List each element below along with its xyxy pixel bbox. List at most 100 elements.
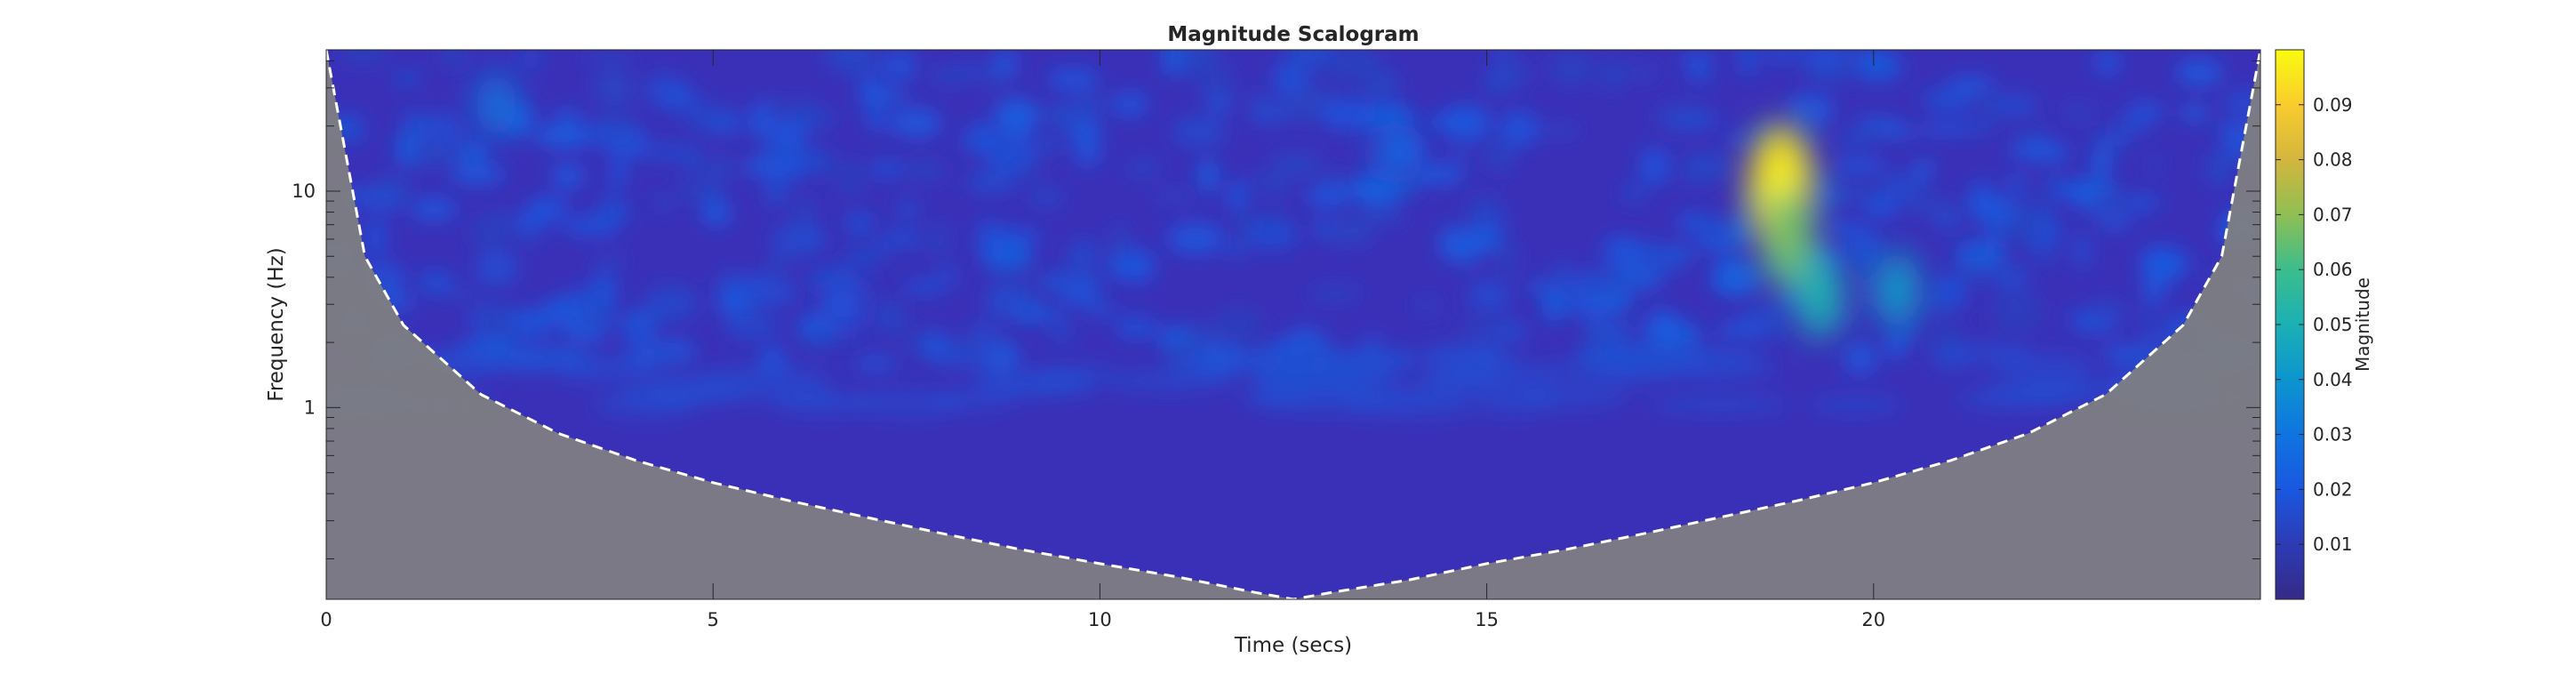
colorbar-tick-label: 0.06 — [2313, 259, 2353, 280]
heatmap-cell — [410, 141, 461, 168]
heatmap-features — [476, 73, 1920, 339]
heatmap-cell — [1467, 278, 1511, 314]
heatmap-cell — [1930, 275, 1969, 309]
heatmap-cell — [1931, 322, 1962, 354]
heatmap-cell — [1499, 109, 1540, 148]
heatmap-cell — [1857, 50, 1897, 76]
heatmap-cell — [1038, 274, 1063, 288]
heatmap-cell — [1198, 80, 1236, 104]
heatmap-cell — [716, 287, 754, 317]
heatmap-cell — [2133, 310, 2160, 322]
colorbar-tick-label: 0.04 — [2313, 369, 2353, 390]
heatmap-cell — [1968, 179, 1995, 217]
heatmap-cell — [1124, 160, 1161, 176]
x-tick-label: 20 — [1861, 609, 1885, 630]
heatmap-cell — [1860, 259, 1878, 287]
heatmap-cell — [459, 140, 489, 166]
heatmap-cell — [1028, 188, 1065, 207]
heatmap-cell — [1933, 213, 1963, 231]
heatmap-cell — [1272, 348, 1404, 378]
heatmap-cell — [1638, 147, 1671, 186]
heatmap-cell — [1161, 50, 1181, 76]
heatmap-cell — [595, 253, 627, 268]
heatmap-cell — [563, 216, 620, 237]
heatmap-cell — [773, 119, 808, 155]
heatmap-cell — [364, 219, 388, 256]
heatmap-cell — [850, 389, 967, 418]
heatmap-cell — [861, 86, 908, 104]
colorbar-label: Magnitude — [2352, 277, 2373, 372]
heatmap-cell — [475, 248, 519, 287]
colorbar-tick-label: 0.09 — [2313, 94, 2353, 116]
heatmap-cell — [1167, 221, 1224, 256]
heatmap-cell — [1489, 327, 1531, 341]
heatmap-cell — [2071, 232, 2092, 269]
heatmap-cell — [1466, 195, 1502, 221]
heatmap-cell — [1012, 163, 1044, 179]
heatmap-cell — [407, 115, 427, 135]
colorbar-tick-label: 0.03 — [2313, 424, 2353, 445]
heatmap-cell — [1067, 278, 1091, 306]
heatmap-cell — [1989, 92, 2038, 117]
heatmap-cell — [2204, 148, 2233, 188]
heatmap-cell — [1877, 171, 1928, 204]
heatmap-cell — [1118, 247, 1156, 285]
chart-title: Magnitude Scalogram — [1167, 23, 1419, 46]
heatmap-cell — [794, 197, 818, 227]
heatmap-cell — [1844, 230, 1884, 269]
heatmap-cell — [489, 209, 511, 229]
heatmap-cell — [1804, 64, 1853, 86]
heatmap-cell — [965, 168, 1018, 196]
heatmap-cell — [1649, 393, 1790, 415]
x-tick-label: 10 — [1088, 609, 1112, 630]
y-tick-label: 1 — [304, 397, 316, 418]
heatmap-cell — [439, 50, 468, 69]
heatmap-cell — [1585, 324, 1637, 335]
heatmap-cell — [822, 50, 879, 73]
heatmap-cell — [1921, 123, 1963, 135]
heatmap-cell — [2180, 103, 2209, 123]
heatmap-cell — [2090, 148, 2115, 175]
heatmap-cell — [1612, 66, 1660, 78]
heatmap-cell — [2140, 327, 2162, 343]
heatmap-cell — [1109, 224, 1130, 261]
heatmap-cell — [1534, 124, 1581, 136]
heatmap-cell — [1681, 171, 1710, 187]
heatmap-cell — [2140, 245, 2181, 276]
heatmap-cell — [760, 156, 809, 181]
heatmap-cell — [782, 99, 814, 123]
heatmap-cell — [2088, 299, 2126, 323]
heatmap-cell — [1244, 219, 1300, 251]
heatmap-cell — [868, 159, 906, 179]
heatmap-cell — [615, 342, 699, 375]
cone-of-influence-line — [326, 50, 2260, 599]
heatmap-cell — [600, 189, 626, 227]
heatmap-feature-core — [835, 292, 854, 317]
heatmap-cell — [582, 52, 634, 65]
heatmap-cell — [904, 159, 947, 181]
heatmap-cell — [694, 364, 830, 389]
heatmap-cell — [512, 230, 546, 243]
heatmap-cell — [1710, 258, 1748, 297]
heatmap-cell — [2068, 308, 2099, 333]
heatmap-cell — [1732, 209, 1756, 246]
heatmap-cell — [836, 159, 864, 197]
heatmap-cell — [1705, 216, 1735, 252]
heatmap-cell — [599, 114, 620, 142]
heatmap-cell — [2141, 276, 2166, 304]
heatmap-cell — [748, 384, 841, 407]
heatmap-cell — [516, 210, 537, 233]
heatmap-cell — [1412, 163, 1465, 186]
colorbar-ticks: 0.01 0.02 0.03 0.04 0.05 0.06 0.07 0.08 0.09 — [2276, 94, 2353, 555]
heatmap-cell — [971, 324, 996, 337]
heatmap-cell — [1518, 381, 1629, 409]
heatmap-cell — [1729, 130, 1749, 148]
heatmap-feature-core — [486, 90, 507, 120]
heatmap-cell — [930, 221, 949, 258]
heatmap-cell — [416, 269, 456, 296]
x-tick-label: 5 — [708, 609, 719, 630]
heatmap-cell — [370, 175, 412, 205]
heatmap-cell — [1862, 194, 1900, 221]
heatmap-cell — [724, 311, 781, 341]
heatmap-cell — [768, 253, 788, 277]
